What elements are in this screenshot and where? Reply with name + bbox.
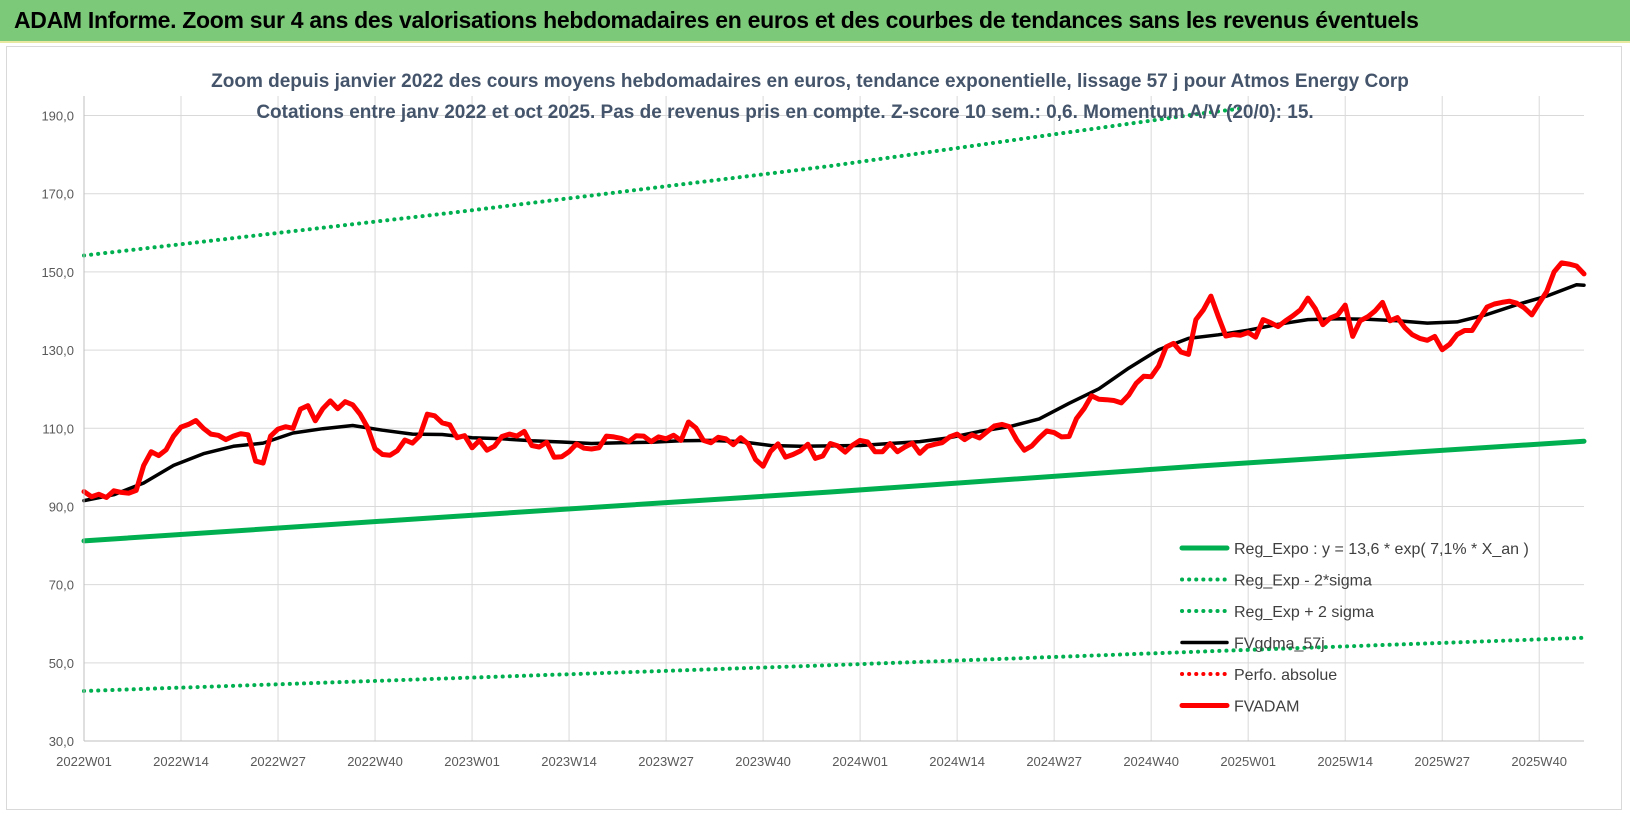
series-line-fvadam [81, 260, 1587, 500]
y-tick-label: 90,0 [49, 499, 74, 514]
header-bar: ADAM Informe. Zoom sur 4 ans des valoris… [0, 0, 1630, 43]
chart-title: Zoom depuis janvier 2022 des cours moyen… [211, 71, 1409, 92]
x-tick-label: 2023W14 [541, 754, 597, 769]
legend-label: Reg_Exp - 2*sigma [1234, 573, 1372, 590]
grid [83, 96, 1584, 742]
x-tick-label: 2022W01 [56, 754, 112, 769]
legend-label: FVADAM [1234, 699, 1299, 716]
page-title: ADAM Informe. Zoom sur 4 ans des valoris… [14, 7, 1419, 33]
legend-label: Reg_Expo : y = 13,6 * exp( 7,1% * X_an ) [1234, 541, 1529, 558]
series-line-reg-exp-2-sigma [82, 635, 1586, 693]
y-tick-label: 110,0 [42, 421, 74, 436]
series-layer [81, 106, 1587, 693]
x-tick-label: 2022W14 [153, 754, 209, 769]
legend-label: Reg_Exp + 2 sigma [1234, 604, 1374, 621]
x-tick-label: 2023W40 [735, 754, 791, 769]
x-tick-label: 2023W01 [444, 754, 500, 769]
chart-subtitle: Cotations entre janv 2022 et oct 2025. P… [256, 102, 1313, 123]
x-tick-label: 2024W01 [832, 754, 888, 769]
y-tick-label: 70,0 [49, 578, 74, 593]
x-tick-label: 2024W27 [1026, 754, 1082, 769]
axes: 30,0 50,0 70,0 90,0 110,0 130,0 150,0 170,0 190,… [41, 96, 1584, 769]
legend: Reg_Expo : y = 13,6 * exp( 7,1% * X_an )… [1179, 541, 1529, 716]
y-tick-label: 130,0 [41, 343, 74, 358]
x-tick-label: 2024W14 [929, 754, 985, 769]
series-line-reg-exp-2-sigma [82, 106, 1243, 258]
x-tick-label: 2024W40 [1123, 754, 1179, 769]
series-line-fvgdma-57j [82, 283, 1586, 503]
x-tick-label: 2025W27 [1414, 754, 1470, 769]
y-tick-label: 50,0 [49, 656, 74, 671]
x-tick-label: 2025W40 [1511, 754, 1567, 769]
legend-label: FVgdma_57j [1234, 636, 1325, 653]
y-tick-label: 150,0 [41, 265, 74, 280]
x-tick-label: 2022W27 [250, 754, 306, 769]
x-tick-label: 2025W14 [1317, 754, 1373, 769]
legend-label: Perfo. absolue [1234, 667, 1337, 684]
y-tick-label: 30,0 [49, 734, 74, 749]
x-tick-label: 2025W01 [1220, 754, 1276, 769]
x-tick-label: 2022W40 [347, 754, 403, 769]
y-tick-label: 170,0 [41, 187, 74, 202]
series-line-reg-expo-y-13-6-exp-7-1-x-an [81, 438, 1587, 544]
x-tick-label: 2023W27 [638, 754, 694, 769]
y-tick-label: 190,0 [41, 109, 74, 124]
